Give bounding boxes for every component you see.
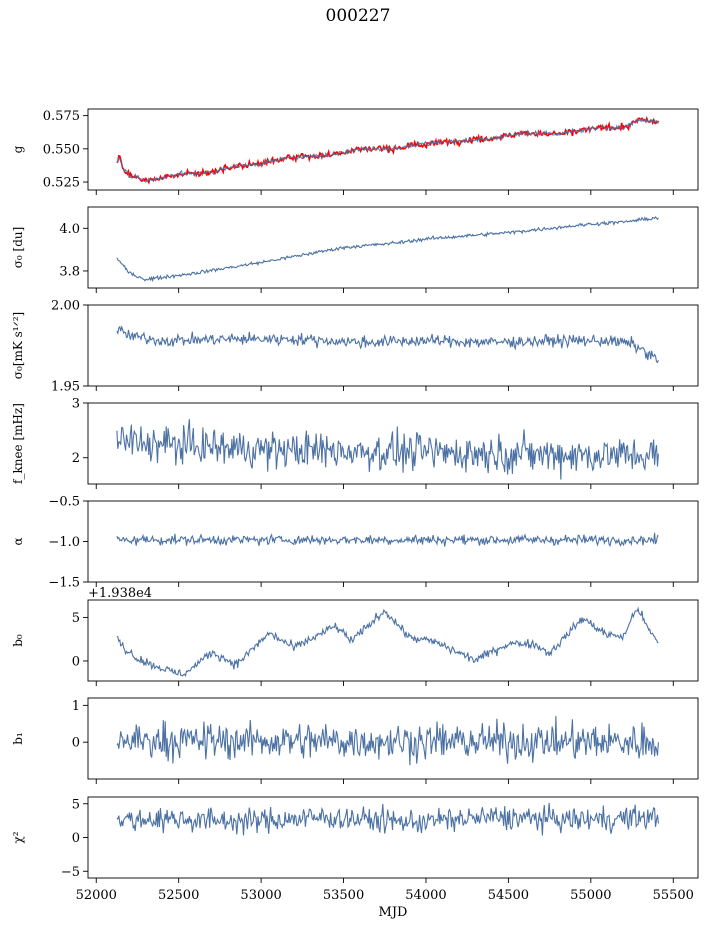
ytick-label-fknee: 3 [72,397,80,412]
ylabel-fknee: f_knee [mHz] [11,403,25,484]
axes-frame-sigma0_mk [87,304,699,387]
ytick-label-sigma0_du: 4.0 [59,222,80,237]
xtick-label: 52000 [76,888,117,903]
axes-frame-sigma0_du [87,206,699,289]
panel-sigma0_mk: 1.95 2.00 σ₀[mK s¹ᐟ²] [11,299,699,395]
ytick-label-chi2: 0 [72,831,80,846]
xtick-label: 54500 [488,888,529,903]
series-b0 [116,606,659,678]
ytick-label-alpha: −1.5 [48,576,80,591]
ytick-label-g: 0.550 [43,142,80,157]
ylabel-chi2: χ² [11,831,25,843]
ytick-label-fknee: 2 [72,451,80,466]
ylabel-g: g [11,145,25,153]
axes-frame-b0 [87,599,699,682]
ytick-label-sigma0_mk: 1.95 [51,380,80,395]
series-b1 [116,716,659,766]
ylabel-b1: b₁ [11,732,25,745]
xtick-label: 53000 [240,888,281,903]
ylabel-sigma0_mk: σ₀[mK s¹ᐟ²] [11,312,25,379]
axes-frame-chi2 [87,796,699,879]
series-alpha [116,532,659,548]
ytick-label-alpha: −1.0 [48,535,80,550]
series-sigma0_du [116,216,659,283]
ytick-label-b1: 1 [72,699,80,714]
xtick-label: 55500 [653,888,694,903]
x-axis-label: MJD [379,905,408,920]
panel-b0: 0 5 b₀ +1.938e4 [11,586,699,686]
ytick-label-chi2: −5 [61,865,80,880]
ytick-label-chi2: 5 [72,797,80,812]
series-sigma0_mk [116,325,659,364]
panel-alpha: −1.5 −1.0 −0.5 α [11,495,699,591]
panel-fknee: 2 3 f_knee [mHz] [11,397,699,489]
xtick-label: 52500 [158,888,199,903]
ytick-label-sigma0_du: 3.8 [59,264,80,279]
ytick-label-sigma0_mk: 2.00 [51,299,80,314]
figure-title: 000227 [325,6,391,26]
series-g [116,118,659,183]
panel-chi2: −5 0 5 χ² 52000 52500 53000 53500 54000 54500 5500… [11,796,699,920]
axes-frame-b1 [87,697,699,780]
xtick-label: 54000 [405,888,446,903]
offset-text-b0: +1.938e4 [88,586,152,601]
series-chi2 [116,802,659,836]
ytick-label-b1: 0 [72,736,80,751]
ytick-label-b0: 5 [72,611,80,626]
series-fknee [116,419,659,480]
axes-frame-g [87,108,699,191]
ylabel-sigma0_du: σ₀ [du] [11,227,25,269]
panel-b1: 0 1 b₁ [11,697,699,784]
ytick-label-g: 0.575 [43,109,80,124]
ytick-label-alpha: −0.5 [48,495,80,510]
ylabel-b0: b₀ [11,634,25,647]
panel-g: 0.525 0.550 0.575 g [11,108,699,195]
ytick-label-b0: 0 [72,654,80,669]
ylabel-alpha: α [11,537,25,545]
xtick-label: 55000 [570,888,611,903]
axes-frame-fknee [87,402,699,485]
series-g-fit [116,115,660,185]
panel-sigma0_du: 3.8 4.0 σ₀ [du] [11,206,699,293]
xtick-label: 53500 [323,888,364,903]
ytick-label-g: 0.525 [43,176,80,191]
